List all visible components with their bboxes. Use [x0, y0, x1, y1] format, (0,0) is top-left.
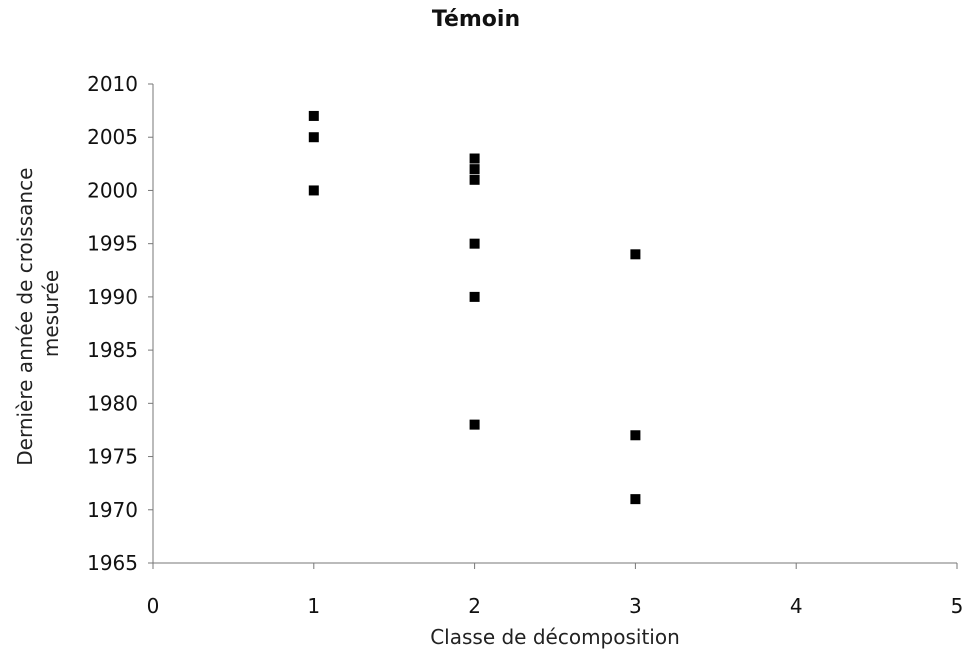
data-point	[469, 291, 480, 302]
x-axis-ticks: 0 1 2 3 4 5	[147, 563, 964, 618]
y-tick-label: 1965	[87, 551, 138, 575]
data-point	[469, 419, 480, 430]
data-point	[308, 185, 319, 196]
y-axis-label-line-1: Dernière année de croissance	[13, 168, 37, 466]
y-axis-label: Dernière année de croissance mesurée	[13, 161, 63, 466]
y-tick-label: 1990	[87, 285, 138, 309]
data-point	[630, 494, 641, 505]
data-point	[630, 249, 641, 260]
data-point	[469, 164, 480, 175]
y-tick-label: 1985	[87, 338, 138, 362]
y-tick-label: 1980	[87, 391, 138, 415]
data-point	[469, 153, 480, 164]
data-points	[308, 110, 641, 505]
y-tick-label: 2000	[87, 178, 138, 202]
data-point	[630, 430, 641, 441]
chart-title: Témoin	[432, 7, 520, 32]
y-tick-label: 1970	[87, 498, 138, 522]
y-axis-label-line-2: mesurée	[39, 270, 63, 357]
y-tick-label: 1975	[87, 445, 138, 469]
data-point	[308, 132, 319, 143]
x-tick-label: 2	[468, 594, 481, 618]
x-tick-label: 1	[307, 594, 320, 618]
y-tick-label: 1995	[87, 232, 138, 256]
x-tick-label: 4	[790, 594, 803, 618]
y-axis-ticks: 1965 1970 1975 1980 1985 1990 1995 2000 2005 2010	[87, 72, 153, 575]
data-point	[308, 110, 319, 121]
x-axis-label: Classe de décomposition	[430, 625, 680, 649]
y-tick-label: 2010	[87, 72, 138, 96]
x-tick-label: 5	[951, 594, 964, 618]
data-point	[469, 238, 480, 249]
data-point	[469, 174, 480, 185]
x-tick-label: 3	[629, 594, 642, 618]
x-tick-label: 0	[147, 594, 160, 618]
y-tick-label: 2005	[87, 125, 138, 149]
